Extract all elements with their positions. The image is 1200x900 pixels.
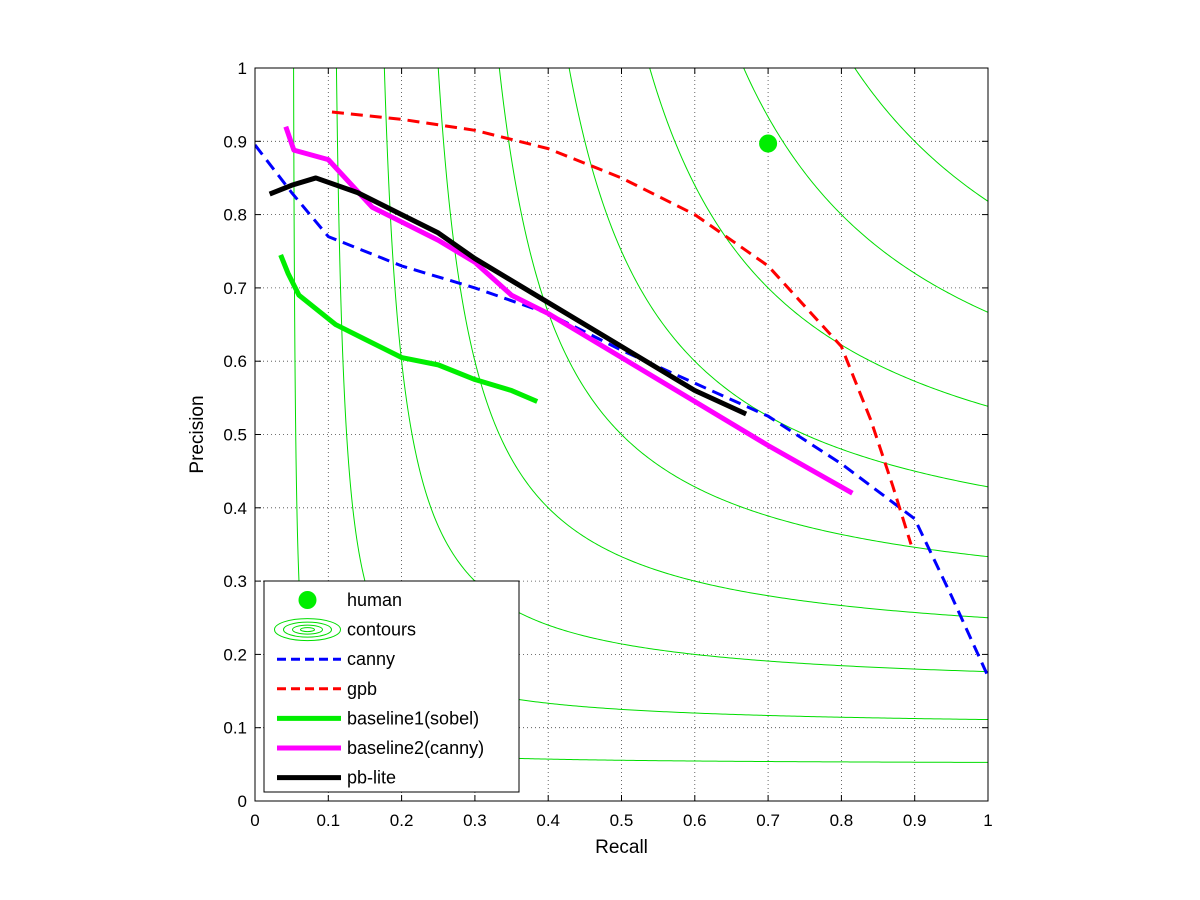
f-contour-0.5 (498, 68, 988, 558)
y-tick-label: 0.9 (223, 132, 247, 151)
series-canny (255, 144, 988, 678)
y-tick-label: 0.8 (223, 206, 247, 225)
x-tick-label: 0.1 (316, 811, 340, 830)
legend-item-gpb: gpb (277, 679, 377, 699)
legend-dot-icon (298, 591, 317, 609)
f-contour-0.6 (568, 68, 988, 488)
x-tick-label: 0.5 (610, 811, 634, 830)
legend-item-baseline2-canny-: baseline2(canny) (277, 738, 484, 758)
x-tick-label: 0.7 (756, 811, 780, 830)
legend-label: human (347, 590, 402, 610)
legend-contour-icon (274, 618, 341, 642)
x-tick-label: 0.4 (536, 811, 560, 830)
series-lines (255, 110, 988, 678)
x-axis-title: Recall (595, 837, 648, 858)
series-baseline2-canny- (283, 125, 854, 496)
legend-contour-icon (300, 627, 315, 633)
y-tick-label: 0 (238, 792, 247, 811)
y-tick-label: 0.3 (223, 572, 247, 591)
legend-item-human: human (298, 590, 402, 610)
f-contour-0.8 (743, 68, 988, 313)
y-tick-label: 0.4 (223, 499, 247, 518)
legend-label: canny (347, 649, 395, 669)
legend-item-baseline1-sobel-: baseline1(sobel) (277, 708, 479, 728)
series-gpb (331, 110, 913, 545)
f-contour-0.7 (649, 68, 988, 407)
y-tick-label: 0.6 (223, 352, 247, 371)
legend-item-contours: contours (274, 618, 416, 642)
x-tick-label: 0.8 (830, 811, 854, 830)
x-tick-label: 0.6 (683, 811, 707, 830)
y-axis-title: Precision (187, 395, 208, 473)
x-tick-label: 0.9 (903, 811, 927, 830)
y-tick-label: 0.2 (223, 645, 247, 664)
y-tick-label: 1 (238, 59, 247, 78)
x-tick-label: 0.2 (390, 811, 414, 830)
legend-label: baseline1(sobel) (347, 708, 479, 728)
series-pb-lite (268, 175, 748, 417)
legend-contour-icon (292, 624, 323, 635)
legend-label: gpb (347, 679, 377, 699)
legend-label: pb-lite (347, 768, 396, 788)
axis-ticks: 0 0.1 0.2 0.3 0.4 0.5 0.6 0.7 0.8 0.9 1 0 0.1 0.2 0.3 0… (223, 59, 992, 830)
legend-item-canny: canny (277, 649, 395, 669)
f-contour-0.4 (437, 68, 988, 619)
y-tick-label: 0.5 (223, 426, 247, 445)
x-tick-label: 0 (250, 811, 259, 830)
x-tick-label: 0.3 (463, 811, 487, 830)
legend: human contours canny gpb baseline1(sobel) bas… (263, 580, 520, 793)
f-contour-0.3 (383, 68, 988, 673)
x-tick-label: 1 (983, 811, 992, 830)
human-point-layer (759, 134, 778, 153)
human-point (759, 134, 778, 153)
legend-contour-icon (283, 621, 332, 638)
series-baseline1-sobel- (278, 253, 539, 404)
legend-label: contours (347, 620, 416, 640)
y-tick-label: 0.1 (223, 719, 247, 738)
f-contour-0.9 (854, 68, 988, 202)
legend-item-pb-lite: pb-lite (277, 768, 396, 788)
y-tick-label: 0.7 (223, 279, 247, 298)
legend-label: baseline2(canny) (347, 738, 484, 758)
legend-box (263, 580, 520, 793)
